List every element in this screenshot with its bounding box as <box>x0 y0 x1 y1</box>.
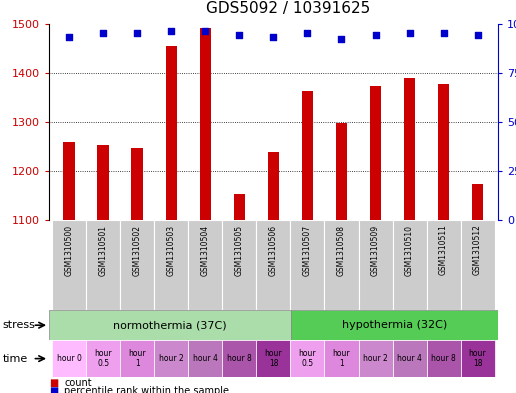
Text: hour 4: hour 4 <box>193 354 218 363</box>
Text: count: count <box>64 378 92 388</box>
Text: GSM1310503: GSM1310503 <box>167 225 176 276</box>
Bar <box>120 220 154 310</box>
Bar <box>404 77 415 220</box>
Bar <box>87 220 120 310</box>
Text: stress: stress <box>3 320 36 330</box>
Text: GDS5092 / 10391625: GDS5092 / 10391625 <box>206 1 370 16</box>
Point <box>201 28 209 35</box>
Bar <box>393 220 427 310</box>
Text: GSM1310501: GSM1310501 <box>99 225 108 275</box>
Text: GSM1310512: GSM1310512 <box>473 225 482 275</box>
Point <box>167 28 175 35</box>
Bar <box>132 148 143 220</box>
Bar <box>63 142 75 220</box>
Text: ■: ■ <box>49 378 58 388</box>
Text: ■: ■ <box>49 386 58 393</box>
Text: GSM1310508: GSM1310508 <box>337 225 346 275</box>
Point <box>66 34 74 40</box>
Bar <box>472 184 483 220</box>
Text: GSM1310509: GSM1310509 <box>371 225 380 276</box>
Bar <box>438 83 449 220</box>
Bar <box>120 340 154 377</box>
Text: hour 8: hour 8 <box>227 354 252 363</box>
Text: hour 0: hour 0 <box>57 354 82 363</box>
Bar <box>267 152 280 220</box>
Point <box>303 30 312 37</box>
Bar <box>166 46 178 220</box>
Point <box>133 30 141 37</box>
Text: hour 8: hour 8 <box>431 354 456 363</box>
Bar <box>427 340 460 377</box>
Bar <box>49 310 291 340</box>
Text: GSM1310505: GSM1310505 <box>235 225 244 276</box>
Point <box>99 30 107 37</box>
Bar <box>53 220 87 310</box>
Bar <box>325 220 359 310</box>
Bar <box>256 220 291 310</box>
Text: hour
18: hour 18 <box>469 349 487 368</box>
Text: hypothermia (32C): hypothermia (32C) <box>342 320 447 330</box>
Bar <box>222 220 256 310</box>
Bar <box>291 220 325 310</box>
Text: hour 2: hour 2 <box>363 354 388 363</box>
Text: percentile rank within the sample: percentile rank within the sample <box>64 386 230 393</box>
Bar <box>154 220 188 310</box>
Bar <box>154 340 188 377</box>
Bar <box>200 28 212 220</box>
Text: hour
1: hour 1 <box>128 349 146 368</box>
Bar <box>291 310 498 340</box>
Point <box>337 36 346 42</box>
Bar <box>335 123 347 220</box>
Bar <box>234 194 246 220</box>
Point <box>406 30 414 37</box>
Text: GSM1310506: GSM1310506 <box>269 225 278 276</box>
Bar <box>325 340 359 377</box>
Bar <box>222 340 256 377</box>
Point <box>440 30 448 37</box>
Bar <box>53 340 87 377</box>
Text: GSM1310500: GSM1310500 <box>65 225 74 276</box>
Bar <box>87 340 120 377</box>
Bar <box>369 86 381 220</box>
Bar <box>188 340 222 377</box>
Bar <box>291 340 325 377</box>
Text: GSM1310510: GSM1310510 <box>405 225 414 275</box>
Text: GSM1310504: GSM1310504 <box>201 225 210 276</box>
Text: GSM1310507: GSM1310507 <box>303 225 312 276</box>
Text: hour
1: hour 1 <box>333 349 350 368</box>
Bar <box>427 220 460 310</box>
Bar <box>359 340 393 377</box>
Bar <box>460 220 494 310</box>
Text: hour 2: hour 2 <box>159 354 184 363</box>
Text: normothermia (37C): normothermia (37C) <box>113 320 227 330</box>
Point <box>269 34 278 40</box>
Bar <box>393 340 427 377</box>
Bar <box>98 145 109 220</box>
Bar <box>301 91 313 220</box>
Bar <box>188 220 222 310</box>
Point <box>473 32 481 39</box>
Bar <box>256 340 291 377</box>
Point <box>235 32 244 39</box>
Text: hour
0.5: hour 0.5 <box>94 349 112 368</box>
Text: hour
18: hour 18 <box>265 349 282 368</box>
Text: GSM1310511: GSM1310511 <box>439 225 448 275</box>
Text: time: time <box>3 354 28 364</box>
Text: hour
0.5: hour 0.5 <box>299 349 316 368</box>
Text: GSM1310502: GSM1310502 <box>133 225 142 275</box>
Text: hour 4: hour 4 <box>397 354 422 363</box>
Bar <box>359 220 393 310</box>
Point <box>372 32 380 39</box>
Bar <box>460 340 494 377</box>
